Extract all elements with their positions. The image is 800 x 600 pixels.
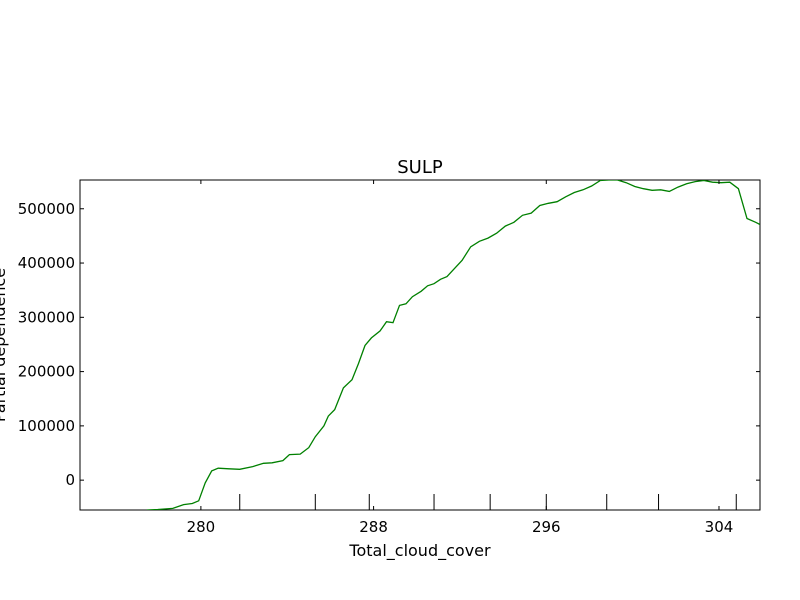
x-tick-label: 288	[359, 518, 388, 536]
series-layer	[146, 180, 760, 510]
plot-area	[79, 179, 761, 511]
x-tick-label: 280	[187, 518, 216, 536]
chart-title: SULP	[397, 157, 443, 178]
x-tick-label: 296	[532, 518, 561, 536]
y-tick-label: 400000	[18, 254, 75, 272]
y-tick-label: 500000	[18, 200, 75, 218]
x-axis: 280 288 296 304	[187, 180, 734, 536]
plot-frame	[79, 179, 761, 511]
y-axis-label: Partial dependence	[0, 268, 9, 422]
y-axis: 0 100000 200000 300000 400000 500000	[18, 200, 760, 489]
series-line-0	[146, 180, 760, 510]
x-axis-label: Total_cloud_cover	[348, 541, 491, 561]
y-tick-label: 200000	[18, 363, 75, 381]
x-tick-label: 304	[705, 518, 734, 536]
y-tick-label: 0	[65, 471, 75, 489]
y-tick-label: 100000	[18, 417, 75, 435]
y-tick-label: 300000	[18, 308, 75, 326]
